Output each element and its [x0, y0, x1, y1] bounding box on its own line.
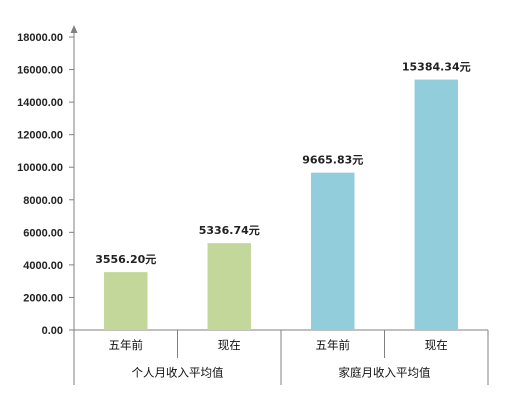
y-axis-ticks: 0.00 2000.00 4000.00 6000.00 8000.00 10000.00…: [17, 32, 74, 337]
bar: [311, 172, 355, 330]
y-tick-label: 10000.00: [17, 162, 63, 174]
data-label: 5336.74元: [199, 224, 260, 237]
y-tick-label: 14000.00: [17, 97, 63, 109]
y-tick-label: 4000.00: [23, 260, 63, 272]
y-tick-label: 8000.00: [23, 195, 63, 207]
chart-bars: [104, 79, 458, 330]
bar: [104, 272, 148, 330]
group-label: 家庭月收入平均值: [339, 366, 431, 380]
group-label: 个人月收入平均值: [132, 366, 224, 380]
category-label: 五年前: [109, 338, 144, 352]
y-tick-label: 0.00: [42, 325, 63, 337]
bar: [414, 79, 458, 330]
data-labels: 3556.20元 5336.74元 9665.83元 15384.34元: [95, 61, 470, 267]
data-label: 15384.34元: [402, 61, 471, 74]
y-tick-label: 12000.00: [17, 130, 63, 142]
y-tick-label: 18000.00: [17, 32, 63, 44]
bar: [207, 243, 251, 330]
y-tick-label: 2000.00: [23, 292, 63, 304]
data-label: 3556.20元: [95, 253, 156, 266]
y-tick-label: 6000.00: [23, 227, 63, 239]
data-label: 9665.83元: [302, 154, 363, 167]
category-label: 现在: [218, 338, 241, 352]
category-label: 五年前: [316, 338, 351, 352]
y-axis-arrow: [70, 25, 78, 33]
category-label: 现在: [425, 338, 448, 352]
y-tick-label: 16000.00: [17, 65, 63, 77]
